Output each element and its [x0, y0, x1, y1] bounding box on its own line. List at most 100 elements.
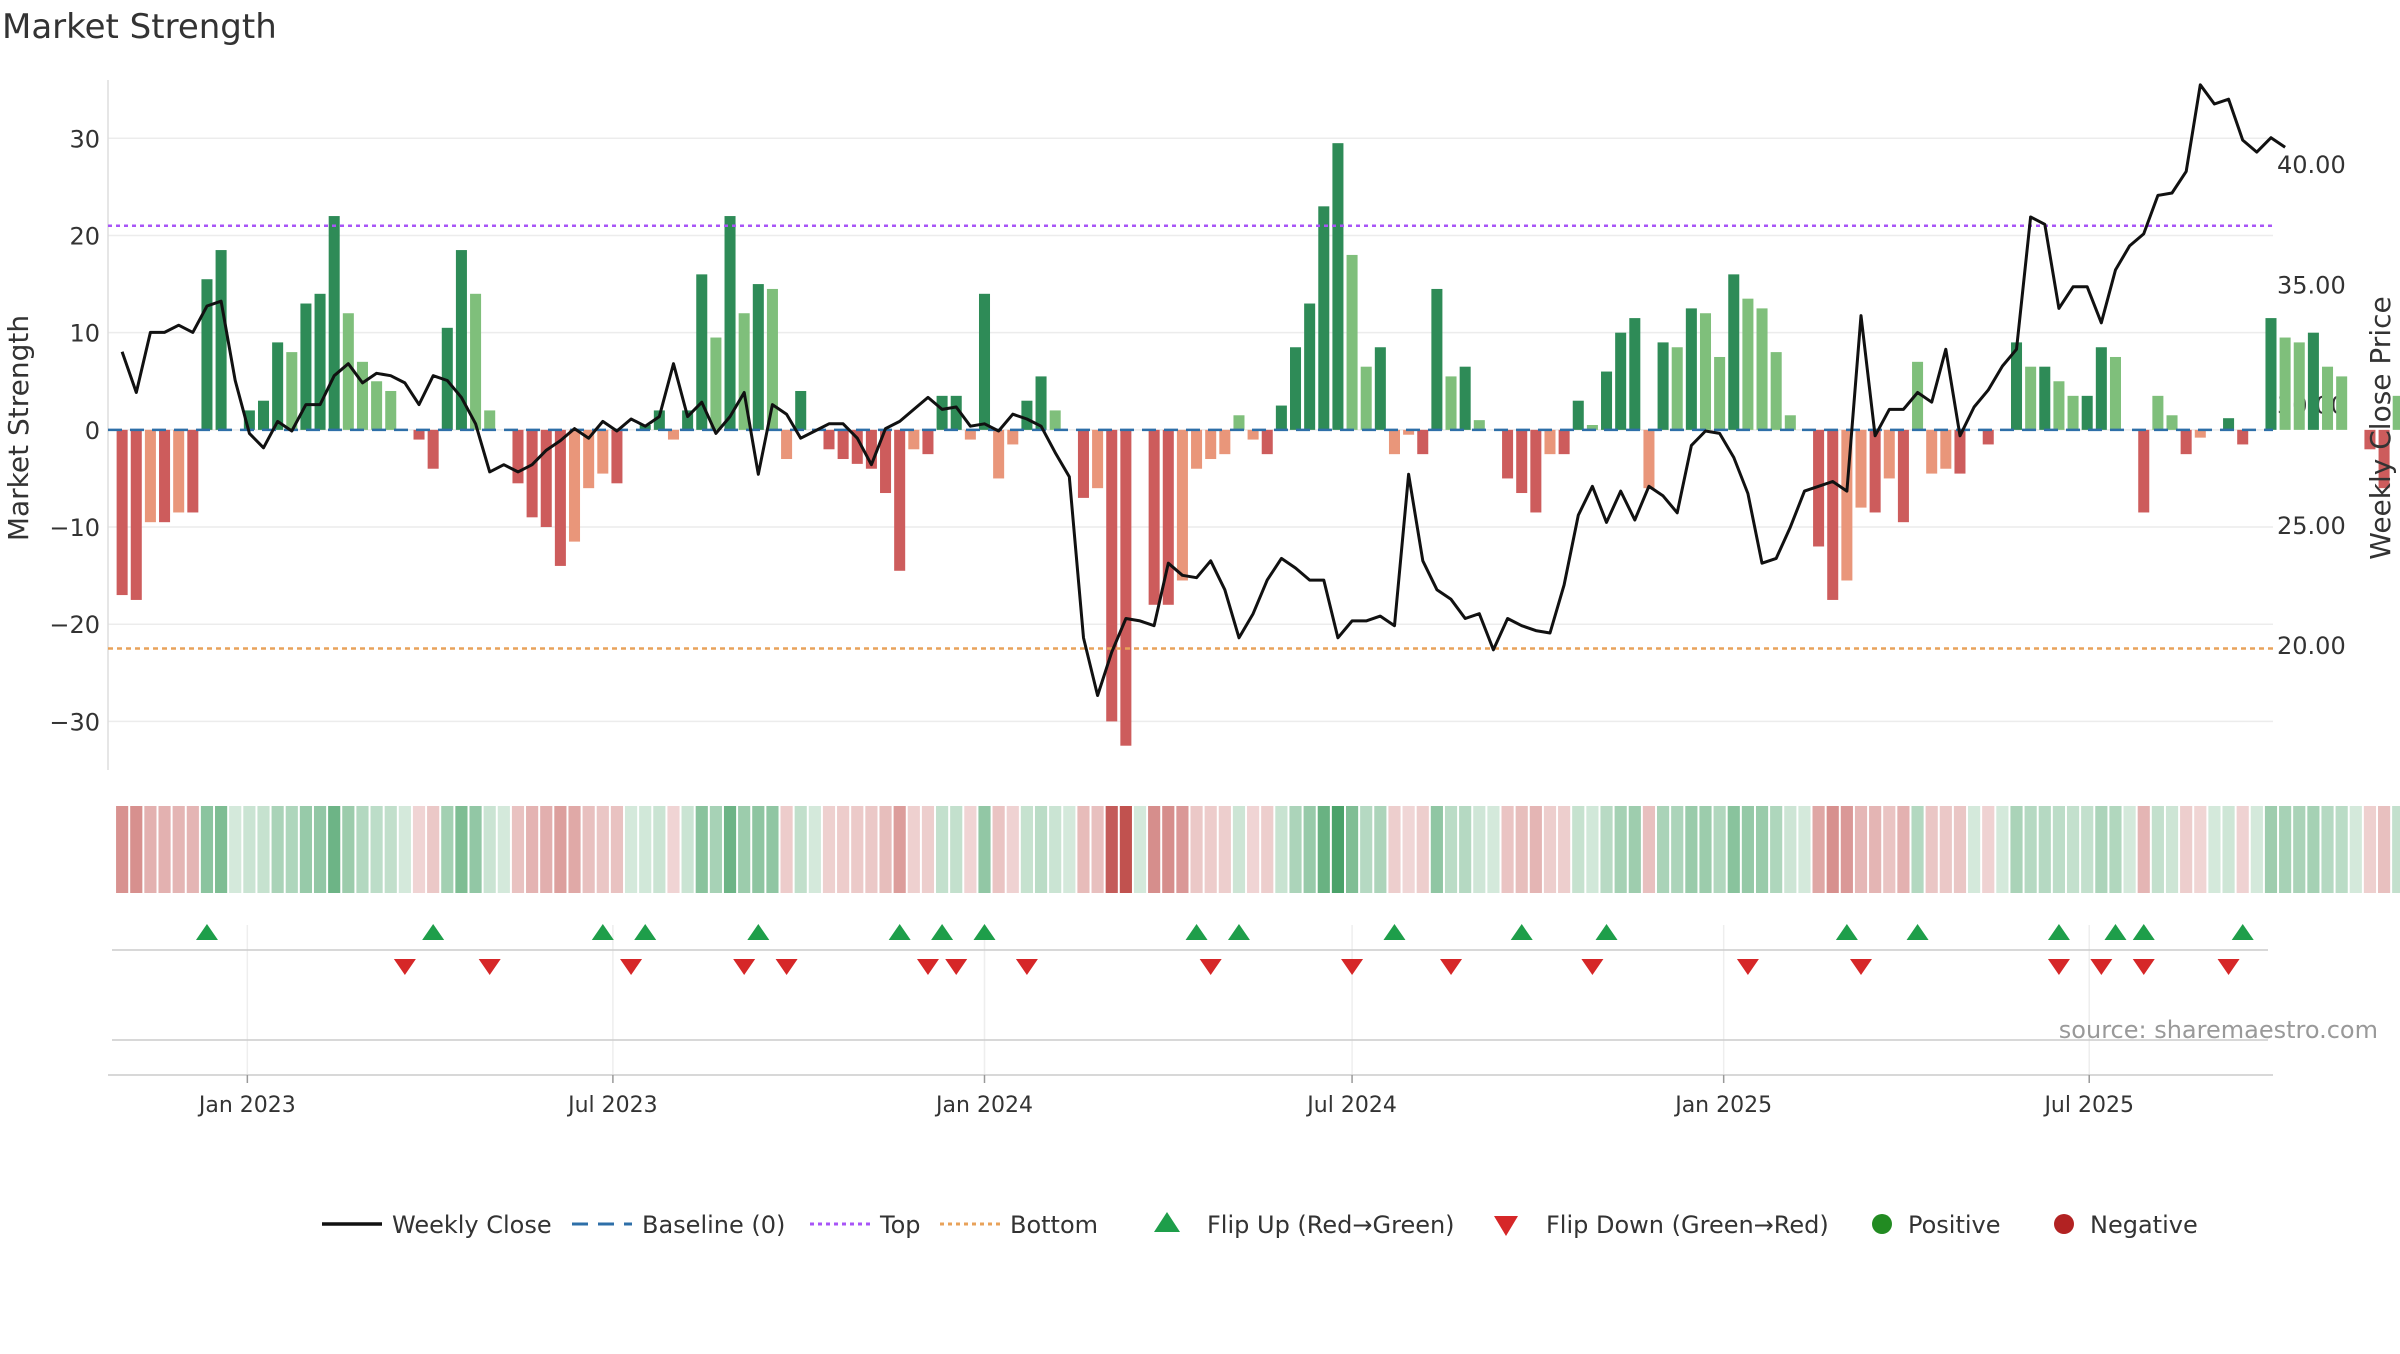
heat-cell	[441, 806, 454, 893]
y-left-tick-label: −10	[49, 514, 100, 542]
y-right-tick-label: 40.00	[2277, 151, 2346, 179]
strength-bar	[1346, 254, 1358, 430]
strength-bar	[2025, 366, 2037, 430]
heat-cell	[2109, 806, 2122, 893]
heat-cell	[1148, 806, 1161, 893]
strength-bar	[611, 429, 623, 484]
strength-bar	[2194, 429, 2206, 438]
flip-markers	[112, 924, 2268, 1041]
strength-bar	[2322, 366, 2334, 430]
strength-bar	[1162, 429, 1174, 605]
heat-cell	[2123, 806, 2136, 893]
strength-bar	[1841, 429, 1853, 581]
heat-cell	[1119, 806, 1132, 893]
heat-cell	[1515, 806, 1528, 893]
heat-cell	[257, 806, 270, 893]
flip-up-marker	[1595, 924, 1618, 940]
source-watermark: source: sharemaestro.com	[2059, 1016, 2378, 1044]
heat-cell	[2095, 806, 2108, 893]
heat-cell	[1543, 806, 1557, 893]
legend-label: Weekly Close	[392, 1211, 552, 1239]
strength-bar	[1982, 429, 1994, 445]
heat-cell	[384, 806, 397, 893]
strength-bar	[1756, 308, 1768, 430]
strength-bar	[2109, 356, 2121, 430]
legend-item: Baseline (0)	[572, 1211, 785, 1239]
strength-bar	[1629, 318, 1641, 430]
x-axis: Jan 2023 Jul 2023 Jan 2024 Jul 2024 Jan 2025…	[108, 1074, 2273, 1118]
flip-down-marker	[1850, 959, 1873, 975]
strength-bar	[1275, 405, 1287, 430]
strength-bar	[2152, 395, 2164, 430]
heat-cell	[2151, 806, 2164, 893]
strength-bar	[1007, 429, 1019, 445]
heat-cell	[356, 806, 369, 893]
heat-cell	[469, 806, 482, 893]
legend-label: Positive	[1908, 1211, 2001, 1239]
heat-cell	[2321, 806, 2334, 893]
flip-up-marker	[2132, 924, 2155, 940]
strength-bar	[1304, 303, 1316, 430]
y-left-tick-label: −20	[49, 611, 100, 639]
reference-lines	[108, 224, 2273, 650]
heat-cell	[1911, 806, 1924, 893]
heat-cell	[936, 806, 949, 893]
strength-bar	[2364, 429, 2376, 450]
heat-cell	[158, 806, 171, 893]
strength-bar	[455, 250, 467, 430]
heat-cell	[723, 806, 737, 893]
strength-bar	[540, 429, 552, 528]
strength-bar	[187, 429, 199, 513]
strength-bar	[1176, 429, 1188, 581]
heat-cell	[1925, 806, 1938, 893]
strength-bar	[2166, 415, 2178, 430]
flip-up-marker	[634, 924, 657, 940]
heat-cell	[1289, 806, 1302, 893]
y-left-tick-label: −30	[49, 708, 100, 736]
strength-bar	[1219, 429, 1231, 455]
strength-bar	[865, 429, 877, 469]
strength-bar	[1473, 420, 1485, 430]
strength-bar	[1092, 429, 1104, 489]
heat-cell	[1020, 806, 1033, 893]
heat-cell	[639, 806, 652, 893]
heat-cell	[1261, 806, 1274, 893]
y-left-tick-label: 20	[69, 222, 100, 250]
heat-cell	[2208, 806, 2221, 893]
flip-down-marker	[1341, 959, 1364, 975]
heat-cell	[243, 806, 256, 893]
heat-cell	[130, 806, 143, 893]
flip-down-marker	[2217, 959, 2240, 975]
heat-cell	[1755, 806, 1769, 893]
strength-bar	[201, 279, 213, 430]
strength-bar	[441, 327, 453, 430]
strength-bar	[766, 288, 778, 430]
heat-cell	[2349, 806, 2362, 893]
heat-cell	[2052, 806, 2066, 893]
heat-cell	[1247, 806, 1260, 893]
strength-bar	[356, 361, 368, 430]
heat-cell	[978, 806, 991, 893]
strength-bar	[159, 429, 171, 523]
strength-bar	[1403, 429, 1415, 435]
heat-cell	[1854, 806, 1868, 893]
heat-cell	[865, 806, 878, 893]
strength-bar	[2095, 347, 2107, 430]
heat-cell	[2165, 806, 2179, 893]
heat-cell	[1487, 806, 1500, 893]
flip-up-marker	[931, 924, 954, 940]
flip-down-marker	[1199, 959, 1222, 975]
y-right-tick-label: 25.00	[2277, 512, 2346, 540]
heat-cell	[2236, 806, 2249, 893]
legend-label: Negative	[2090, 1211, 2198, 1239]
heat-cell	[455, 806, 468, 893]
strength-bar	[1290, 347, 1302, 430]
heat-cell	[568, 806, 581, 893]
heat-cell	[837, 806, 850, 893]
strength-bar	[1445, 376, 1457, 430]
strength-bars	[116, 143, 2400, 746]
heat-cell	[695, 806, 708, 893]
strength-bar	[1940, 429, 1952, 469]
legend-item: Flip Up (Red→Green)	[1154, 1211, 1455, 1239]
heat-cell	[780, 806, 793, 893]
